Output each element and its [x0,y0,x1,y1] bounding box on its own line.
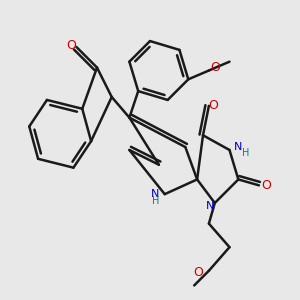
Text: N: N [234,142,242,152]
Text: O: O [194,266,203,279]
Text: H: H [152,196,159,206]
Text: N: N [206,201,214,211]
Text: H: H [242,148,249,158]
Text: O: O [208,99,218,112]
Text: N: N [151,189,160,199]
Text: O: O [261,179,271,192]
Text: O: O [210,61,220,74]
Text: O: O [66,39,76,52]
